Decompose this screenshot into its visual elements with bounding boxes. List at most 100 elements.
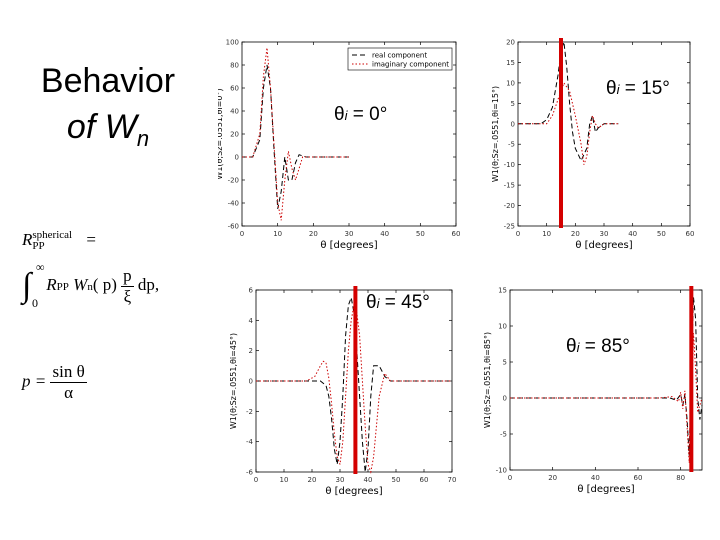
x-tick-label: 50	[657, 230, 666, 238]
y-axis-label: W1(θ;Sz=.0551,θi=45°)	[229, 333, 238, 429]
y-tick-label: 60	[230, 85, 239, 93]
y-tick-label: 40	[230, 108, 239, 116]
y-tick-label: 15	[498, 287, 507, 295]
slide-title-line2: of Wn	[20, 104, 196, 154]
angle-symbol: θ	[606, 78, 617, 99]
angle-sub: i	[616, 82, 620, 97]
y-tick-label: -20	[504, 202, 515, 210]
x-tick-label: 50	[416, 230, 425, 238]
y-tick-label: -4	[246, 438, 254, 446]
plot-frame	[517, 41, 691, 227]
integral-r: R	[46, 274, 57, 294]
x-tick-label: 70	[448, 476, 457, 484]
angle-value: = 15°	[619, 78, 670, 99]
y-tick-label: 15	[506, 59, 515, 67]
x-tick-label: 20	[309, 230, 318, 238]
y-tick-label: 80	[230, 62, 239, 70]
x-tick-label: 0	[508, 474, 512, 482]
plot-theta-15: 0 10 20 30 40 50 60 -25 -20 -15 -10 -5 0 5 10 15 20 θ [de…	[491, 38, 695, 251]
formula-equals: =	[86, 230, 96, 249]
integral-arg: ( p)	[92, 274, 117, 294]
fraction-xi: ξ	[123, 286, 132, 306]
y-tick-label: 0	[249, 378, 253, 386]
x-axis-label: θ [degrees]	[577, 484, 634, 495]
y-tick-label: -10	[504, 161, 515, 169]
angle-sub: i	[576, 340, 580, 355]
x-tick-label: 30	[600, 230, 609, 238]
x-tick-label: 40	[591, 474, 600, 482]
y-tick-label: 0	[503, 395, 507, 403]
y-tick-label: 5	[511, 100, 515, 108]
x-tick-label: 10	[542, 230, 551, 238]
plot-theta-0: 0 10 20 30 40 50 60 -60 -40 -20 0 20 40 60 80 100 θ [deg…	[218, 39, 460, 252]
y-axis-label: W1(θ;Sz=.0551,θi=85°)	[483, 332, 492, 428]
y-axis-label: W1(θ;Sz=.0551,θi=15°)	[491, 86, 500, 182]
integral-lower: 0	[32, 296, 38, 310]
slide-title-line1: Behavior	[40, 62, 176, 100]
x-tick-label: 0	[516, 230, 520, 238]
y-tick-label: -5	[500, 431, 507, 439]
x-tick-label: 60	[420, 476, 429, 484]
x-tick-label: 60	[686, 230, 695, 238]
y-axis-label: W1(θ;Sz=.0551,θi=0°)	[218, 88, 224, 179]
angle-label-85: θi = 85°	[566, 336, 630, 358]
x-tick-label: 80	[676, 474, 685, 482]
y-tick-label: 100	[226, 39, 239, 47]
angle-sub: i	[376, 296, 380, 311]
y-tick-label: 0	[511, 120, 515, 128]
y-tick-label: -6	[246, 469, 254, 477]
y-tick-label: -15	[504, 182, 515, 190]
y-tick-label: 20	[506, 39, 515, 47]
x-axis-label: θ [degrees]	[325, 486, 382, 497]
integral-sign: ∫	[22, 267, 32, 304]
x-axis-label: θ [degrees]	[320, 240, 377, 251]
x-axis-label: θ [degrees]	[575, 240, 632, 251]
series-line-real	[510, 297, 703, 456]
y-tick-label: 5	[503, 359, 507, 367]
y-tick-label: 2	[249, 347, 253, 355]
y-tick-label: 4	[249, 317, 254, 325]
x-tick-label: 60	[634, 474, 643, 482]
integral-w: W	[73, 274, 88, 294]
angle-symbol: θ	[566, 336, 577, 357]
angle-label-0: θi = 0°	[334, 104, 387, 126]
p-def-den: α	[64, 383, 74, 402]
y-tick-label: 10	[506, 79, 515, 87]
y-tick-label: 10	[498, 323, 507, 331]
angle-label-45: θi = 45°	[366, 292, 430, 314]
x-tick-label: 20	[548, 474, 557, 482]
angle-sub: i	[344, 108, 348, 123]
y-tick-label: -25	[504, 223, 515, 231]
series-line-imaginary	[510, 333, 703, 463]
fraction-p: p	[121, 265, 134, 287]
x-tick-label: 0	[240, 230, 244, 238]
formula-r-sup: spherical	[32, 229, 73, 242]
angle-value: = 45°	[379, 292, 430, 313]
series-line-real	[242, 64, 349, 209]
integral-upper: ∞	[36, 260, 45, 274]
slide-title-sub: n	[136, 126, 150, 151]
y-tick-label: -20	[228, 177, 239, 185]
series-line-real	[518, 41, 619, 162]
y-tick-label: 6	[249, 287, 254, 295]
plot-frame	[241, 41, 457, 227]
y-tick-label: -2	[246, 408, 253, 416]
angle-symbol: θ	[366, 292, 377, 313]
y-tick-label: -60	[228, 223, 239, 231]
x-tick-label: 40	[628, 230, 637, 238]
y-tick-label: -10	[496, 467, 507, 475]
legend-entry: real component	[372, 52, 427, 60]
formula-r-symbol: R	[22, 230, 33, 249]
x-tick-label: 10	[280, 476, 289, 484]
series-line-imaginary	[256, 303, 452, 474]
x-tick-label: 40	[380, 230, 389, 238]
p-def-lhs: p =	[22, 371, 47, 391]
series-line-imaginary	[518, 81, 619, 165]
angle-value: = 0°	[347, 104, 388, 125]
plot-frame	[509, 289, 703, 471]
y-tick-label: -5	[508, 141, 515, 149]
